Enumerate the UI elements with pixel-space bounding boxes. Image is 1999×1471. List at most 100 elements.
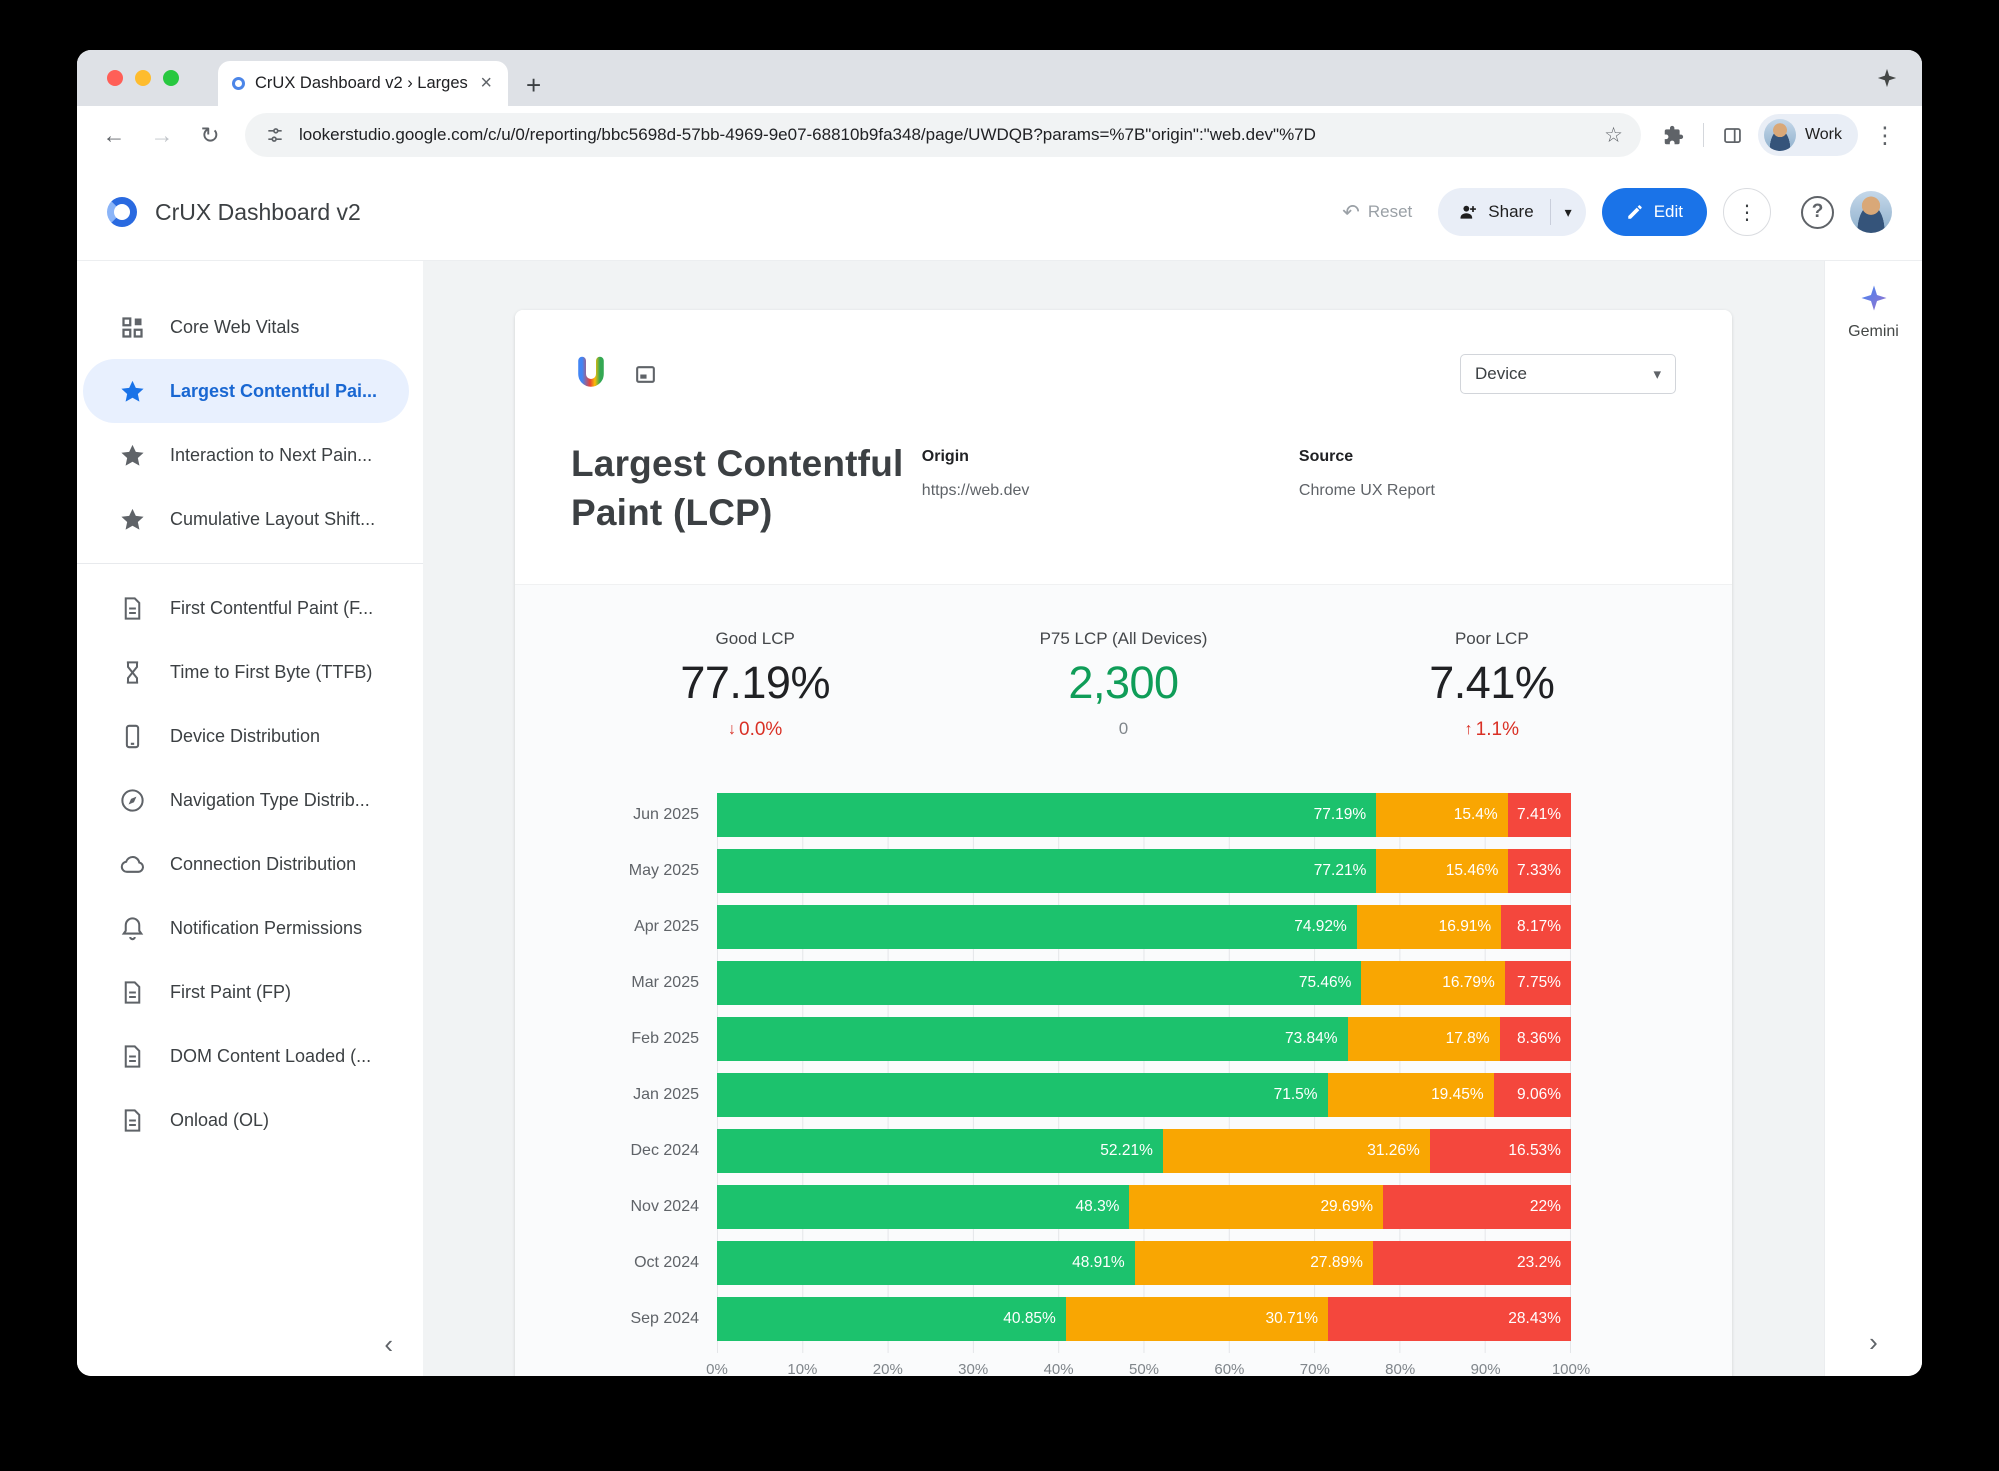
sidebar-item[interactable]: Notification Permissions <box>83 896 409 960</box>
expand-chevron-icon[interactable]: › <box>1869 1327 1878 1357</box>
collapse-sidebar-chevron-icon[interactable]: ‹ <box>384 1329 393 1359</box>
sidebar-item[interactable]: Time to First Byte (TTFB) <box>83 640 409 704</box>
bar-segment-poor[interactable]: 28.43% <box>1328 1296 1571 1341</box>
bar-segment-good[interactable]: 40.85% <box>717 1296 1066 1341</box>
sidebar-item-label: Time to First Byte (TTFB) <box>170 661 373 682</box>
bar-segment-poor[interactable]: 16.53% <box>1429 1128 1571 1173</box>
edit-label: Edit <box>1653 202 1683 221</box>
scorecard-label: P75 LCP (All Devices) <box>1039 628 1208 648</box>
x-axis-tick: 90% <box>1470 1360 1501 1376</box>
image-frame-icon[interactable] <box>633 362 658 387</box>
close-window-button[interactable] <box>107 70 123 86</box>
report-canvas: Device ▾ Largest Contentful Paint (LCP) … <box>423 261 1824 1376</box>
bar-segment-good[interactable]: 74.92% <box>717 904 1357 949</box>
side-panel-icon[interactable] <box>1714 116 1752 154</box>
reload-button[interactable]: ↻ <box>189 114 231 156</box>
bar-segment-poor[interactable]: 23.2% <box>1372 1240 1571 1285</box>
back-button[interactable]: ← <box>93 114 135 156</box>
bar-segment-good[interactable]: 48.91% <box>717 1240 1135 1285</box>
bar-value-label: 52.21% <box>1100 1141 1153 1159</box>
browser-window: CrUX Dashboard v2 › Largest × + ← → ↻ lo… <box>77 50 1922 1376</box>
bar-segment-good[interactable]: 52.21% <box>717 1128 1163 1173</box>
scorecard-delta: 0.0% <box>739 718 783 740</box>
bar-segment-needs-improvement[interactable]: 17.8% <box>1347 1016 1500 1061</box>
bar-value-label: 17.8% <box>1445 1029 1490 1047</box>
app-header: CrUX Dashboard v2 ↶ Reset Share ▾ <box>77 164 1922 261</box>
account-avatar[interactable] <box>1850 191 1892 233</box>
bar-segment-good[interactable]: 75.46% <box>717 960 1362 1005</box>
share-dropdown-caret-icon[interactable]: ▾ <box>1564 203 1572 220</box>
share-button[interactable]: Share ▾ <box>1438 188 1586 236</box>
x-axis-tick: 100% <box>1551 1360 1591 1376</box>
scorecard-label: Good LCP <box>715 628 795 648</box>
bar-value-label: 74.92% <box>1294 917 1347 935</box>
bar-segment-needs-improvement[interactable]: 15.4% <box>1376 792 1508 837</box>
sidebar-item[interactable]: First Contentful Paint (F... <box>83 576 409 640</box>
sidebar-item[interactable]: Navigation Type Distrib... <box>83 768 409 832</box>
bar-segment-poor[interactable]: 8.36% <box>1499 1016 1571 1061</box>
bar-segment-good[interactable]: 48.3% <box>717 1184 1130 1229</box>
scorecard-value: 7.41% <box>1429 656 1555 708</box>
profile-label: Work <box>1804 126 1842 143</box>
bar-segment-needs-improvement[interactable]: 30.71% <box>1065 1296 1329 1341</box>
bar-segment-needs-improvement[interactable]: 29.69% <box>1129 1184 1384 1229</box>
tab-close-icon[interactable]: × <box>480 72 492 94</box>
bar-segment-needs-improvement[interactable]: 19.45% <box>1327 1072 1494 1117</box>
sparkle-icon[interactable] <box>1876 67 1898 89</box>
bar-segment-poor[interactable]: 7.41% <box>1507 792 1571 837</box>
minimize-window-button[interactable] <box>135 70 151 86</box>
sidebar-item[interactable]: Interaction to Next Pain... <box>83 423 409 487</box>
gemini-label: Gemini <box>1848 323 1899 340</box>
site-settings-tune-icon[interactable] <box>263 116 287 154</box>
reset-button[interactable]: ↶ Reset <box>1332 200 1422 225</box>
bar-segment-poor[interactable]: 22% <box>1383 1184 1571 1229</box>
fullscreen-window-button[interactable] <box>163 70 179 86</box>
bar-segment-poor[interactable]: 7.33% <box>1508 848 1571 893</box>
address-bar[interactable]: lookerstudio.google.com/c/u/0/reporting/… <box>245 113 1641 157</box>
bar-value-label: 48.91% <box>1072 1253 1125 1271</box>
chart-category-label: Feb 2025 <box>631 1029 699 1047</box>
doc-icon <box>119 595 146 622</box>
edit-button[interactable]: Edit <box>1601 188 1707 236</box>
new-tab-button[interactable]: + <box>526 70 542 100</box>
forward-button[interactable]: → <box>141 114 183 156</box>
bar-segment-needs-improvement[interactable]: 16.91% <box>1356 904 1502 949</box>
sidebar-item-label: Core Web Vitals <box>170 316 300 337</box>
bar-segment-poor[interactable]: 8.17% <box>1501 904 1571 949</box>
bar-segment-needs-improvement[interactable]: 15.46% <box>1376 848 1509 893</box>
bar-segment-poor[interactable]: 7.75% <box>1504 960 1571 1005</box>
help-icon[interactable]: ? <box>1801 195 1834 229</box>
device-filter-dropdown[interactable]: Device ▾ <box>1460 354 1676 394</box>
report-menu-kebab-icon[interactable]: ⋮ <box>1723 188 1771 236</box>
bar-value-label: 73.84% <box>1285 1029 1338 1047</box>
x-axis-tick: 10% <box>787 1360 818 1376</box>
chevron-down-icon: ▾ <box>1653 366 1661 383</box>
extensions-puzzle-icon[interactable] <box>1655 116 1693 154</box>
bar-segment-good[interactable]: 71.5% <box>717 1072 1328 1117</box>
sidebar-item[interactable]: Onload (OL) <box>83 1088 409 1152</box>
bar-segment-needs-improvement[interactable]: 27.89% <box>1134 1240 1373 1285</box>
sidebar-item[interactable]: Cumulative Layout Shift... <box>83 487 409 551</box>
bar-segment-good[interactable]: 73.84% <box>717 1016 1348 1061</box>
undo-icon: ↶ <box>1342 200 1360 224</box>
browser-tab[interactable]: CrUX Dashboard v2 › Largest × <box>218 61 508 106</box>
sidebar-item[interactable]: First Paint (FP) <box>83 960 409 1024</box>
bar-segment-good[interactable]: 77.19% <box>717 792 1377 837</box>
sidebar-item[interactable]: Connection Distribution <box>83 832 409 896</box>
sidebar-item[interactable]: Core Web Vitals <box>83 295 409 359</box>
sidebar-item[interactable]: DOM Content Loaded (... <box>83 1024 409 1088</box>
sidebar-item[interactable]: Device Distribution <box>83 704 409 768</box>
bar-segment-good[interactable]: 77.21% <box>717 848 1377 893</box>
bar-segment-poor[interactable]: 9.06% <box>1493 1072 1571 1117</box>
scorecard-value: 2,300 <box>1068 656 1179 708</box>
sidebar-item[interactable]: Largest Contentful Pai... <box>83 359 409 423</box>
chart-category-label: Nov 2024 <box>630 1197 700 1215</box>
bookmark-star-icon[interactable]: ☆ <box>1604 123 1623 147</box>
scorecard-value: 77.19% <box>680 656 830 708</box>
cloud-icon <box>119 851 146 878</box>
gemini-sparkle-icon[interactable] <box>1859 283 1889 313</box>
browser-menu-kebab-icon[interactable]: ⋮ <box>1873 121 1897 148</box>
profile-chip[interactable]: Work <box>1757 114 1858 156</box>
bar-segment-needs-improvement[interactable]: 31.26% <box>1162 1128 1430 1173</box>
bar-segment-needs-improvement[interactable]: 16.79% <box>1361 960 1505 1005</box>
